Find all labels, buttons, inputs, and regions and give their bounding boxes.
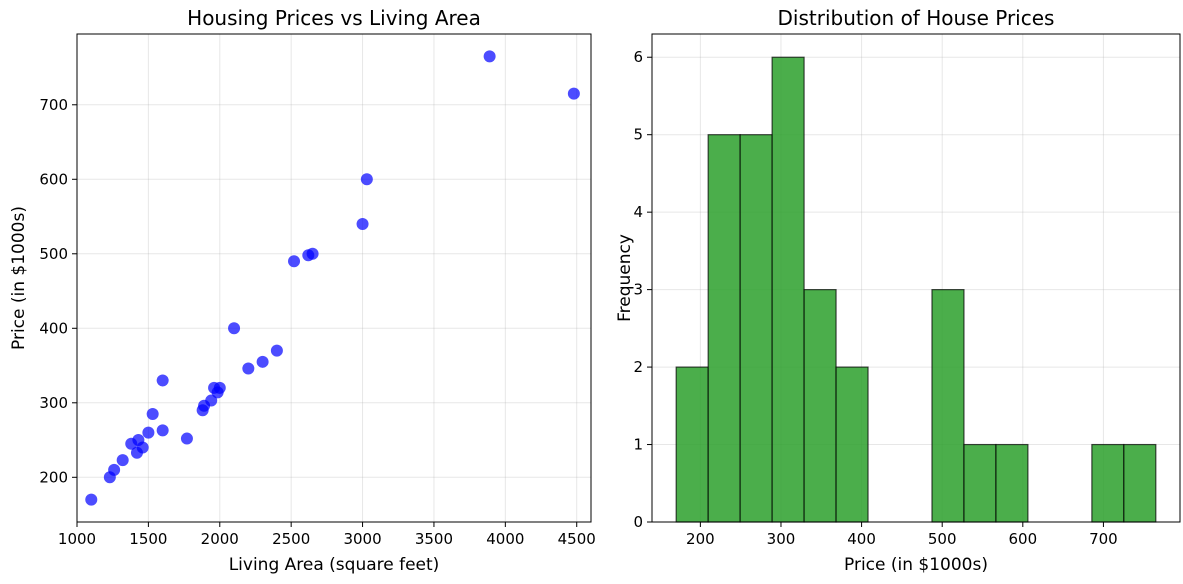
- scatter-point: [228, 322, 241, 335]
- scatter-point: [213, 381, 226, 394]
- histogram-bar: [707, 134, 741, 523]
- histogram-x-tick-label: 500: [928, 530, 957, 548]
- scatter-point: [306, 247, 319, 260]
- scatter-point: [360, 173, 373, 186]
- scatter-y-tick-label: 300: [39, 394, 68, 412]
- histogram-bar: [1091, 443, 1125, 523]
- scatter-y-tick-label: 600: [39, 170, 68, 188]
- histogram-bar: [803, 289, 837, 523]
- histogram-y-tick-label: 4: [633, 203, 643, 221]
- scatter-point: [205, 394, 218, 407]
- histogram-x-tick-label: 700: [1089, 530, 1118, 548]
- scatter-point: [85, 493, 98, 506]
- scatter-ticks: 1000 1500 2000 2500 3000 3500 4000 4500 200 300 40…: [39, 96, 595, 548]
- scatter-point: [142, 426, 155, 439]
- histogram-bar: [675, 366, 709, 523]
- scatter-axes-frame: [76, 33, 592, 523]
- histogram-bar: [995, 443, 1029, 523]
- scatter-point: [256, 355, 269, 368]
- scatter-point: [242, 362, 255, 375]
- histogram-axes-frame: [651, 33, 1181, 523]
- scatter-grid: [76, 34, 591, 522]
- histogram-x-axis-label: Price (in $1000s): [844, 555, 988, 575]
- scatter-x-tick-label: 1500: [129, 530, 167, 548]
- scatter-panel: 1000 1500 2000 2500 3000 3500 4000 4500 200 300 40…: [9, 6, 596, 575]
- scatter-point: [156, 374, 169, 387]
- scatter-x-tick-label: 3500: [415, 530, 453, 548]
- histogram-bar: [771, 56, 805, 523]
- histogram-y-tick-label: 3: [633, 281, 643, 299]
- scatter-point: [146, 407, 159, 420]
- scatter-y-tick-label: 700: [39, 96, 68, 114]
- histogram-x-tick-label: 300: [767, 530, 796, 548]
- scatter-y-axis-label: Price (in $1000s): [9, 206, 29, 350]
- scatter-point: [270, 344, 283, 357]
- scatter-point: [136, 441, 149, 454]
- scatter-y-tick-label: 500: [39, 245, 68, 263]
- scatter-point: [356, 217, 369, 230]
- scatter-point: [288, 255, 301, 268]
- histogram-y-axis-label: Frequency: [615, 234, 635, 322]
- histogram-ticks: 200 300 400 500 600 700 0 1 2 3 4 5 6: [633, 48, 1117, 548]
- histogram-panel: 200 300 400 500 600 700 0 1 2 3 4 5 6 Distribution o…: [615, 6, 1181, 575]
- histogram-x-tick-label: 600: [1008, 530, 1037, 548]
- histogram-title: Distribution of House Prices: [778, 6, 1055, 30]
- histogram-bar: [931, 289, 965, 523]
- histogram-bar: [963, 443, 997, 523]
- scatter-point: [116, 454, 129, 467]
- scatter-x-tick-label: 3000: [343, 530, 381, 548]
- scatter-y-tick-label: 200: [39, 468, 68, 486]
- scatter-x-tick-label: 4500: [558, 530, 596, 548]
- histogram-bar: [739, 134, 773, 523]
- scatter-point: [156, 424, 169, 437]
- histogram-bar: [1123, 443, 1157, 523]
- scatter-y-tick-label: 400: [39, 319, 68, 337]
- histogram-y-tick-label: 2: [633, 358, 643, 376]
- scatter-x-tick-label: 4000: [486, 530, 524, 548]
- scatter-point: [567, 87, 580, 100]
- scatter-point: [180, 432, 193, 445]
- histogram-x-tick-label: 200: [686, 530, 715, 548]
- histogram-y-tick-label: 6: [633, 48, 643, 66]
- scatter-title: Housing Prices vs Living Area: [187, 6, 481, 30]
- histogram-y-tick-label: 0: [633, 513, 643, 531]
- histogram-y-tick-label: 5: [633, 126, 643, 144]
- scatter-point: [108, 463, 121, 476]
- scatter-x-tick-label: 2500: [272, 530, 310, 548]
- histogram-bar: [835, 366, 869, 523]
- scatter-x-axis-label: Living Area (square feet): [229, 555, 440, 575]
- histogram-x-tick-label: 400: [847, 530, 876, 548]
- scatter-x-tick-label: 1000: [58, 530, 96, 548]
- scatter-x-tick-label: 2000: [201, 530, 239, 548]
- histogram-y-tick-label: 1: [633, 436, 643, 454]
- scatter-points: [85, 50, 580, 506]
- scatter-point: [483, 50, 496, 63]
